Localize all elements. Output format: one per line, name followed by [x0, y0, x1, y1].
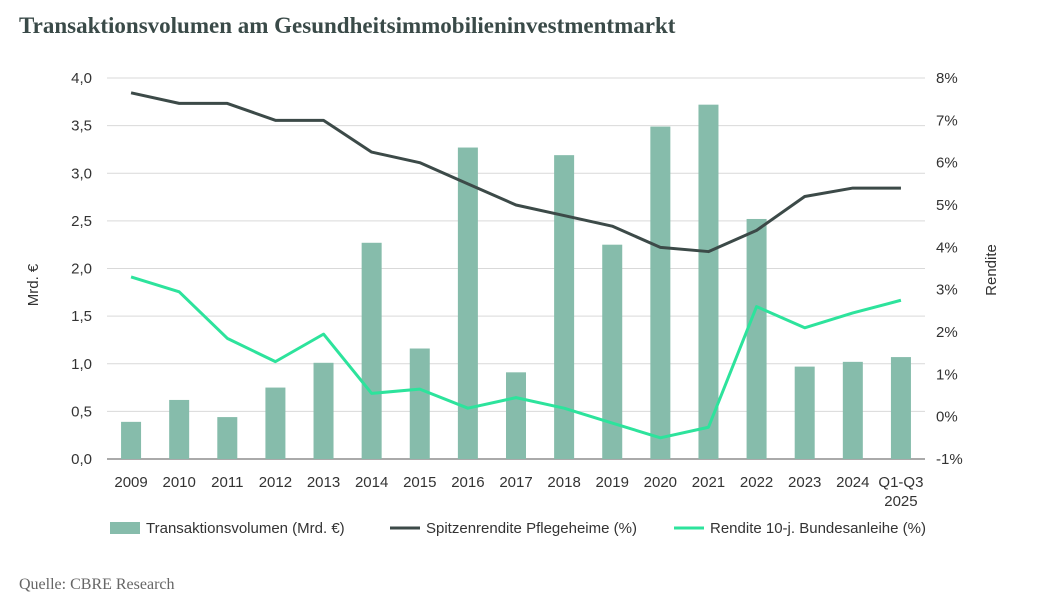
legend-label: Rendite 10-j. Bundesanleihe (%) [710, 520, 926, 537]
right-tick-label: 2% [936, 324, 958, 341]
source-note: Quelle: CBRE Research [19, 576, 175, 593]
x-tick-label: 2023 [788, 474, 821, 491]
right-tick-label: 8% [936, 70, 958, 87]
right-tick-label: 0% [936, 409, 958, 426]
left-tick-label: 1,0 [71, 356, 92, 373]
bar-series [121, 104, 911, 460]
x-tick-label: 2016 [451, 474, 484, 491]
bar [265, 387, 286, 459]
series-line [130, 91, 901, 254]
legend-swatch-bar [110, 522, 140, 534]
bar [746, 218, 767, 459]
bar [361, 242, 382, 459]
bar [554, 155, 575, 459]
x-tick-label: 2010 [162, 474, 195, 491]
right-tick-label: 6% [936, 155, 958, 172]
left-tick-label: 2,0 [71, 261, 92, 278]
x-tick-label: Q1-Q3 2025 [878, 474, 923, 510]
right-tick-label: 4% [936, 239, 958, 256]
x-tick-label: 2018 [547, 474, 580, 491]
right-tick-label: 1% [936, 366, 958, 383]
x-axis-ticks: 2009 2010 2011 2012 2013 2014 2015 2016 2017 2018… [114, 474, 923, 510]
x-tick-label: 2019 [596, 474, 629, 491]
left-tick-label: 0,0 [71, 451, 92, 468]
bar [506, 372, 526, 459]
right-tick-label: -1% [936, 451, 963, 468]
bar [457, 147, 478, 459]
legend: Transaktionsvolumen (Mrd. €) Spitzenrendi… [110, 520, 926, 537]
x-tick-label: 2013 [307, 474, 340, 491]
x-tick-label: 2017 [499, 474, 532, 491]
bar [313, 362, 334, 459]
left-tick-label: 1,5 [71, 308, 92, 325]
bar [794, 366, 815, 459]
legend-label: Transaktionsvolumen (Mrd. €) [146, 520, 345, 537]
x-tick-label: 2022 [740, 474, 773, 491]
x-tick-label: 2021 [692, 474, 725, 491]
bar [121, 421, 142, 459]
x-tick-label: 2014 [355, 474, 388, 491]
left-axis-label: Mrd. € [25, 263, 42, 306]
x-tick-label: 2009 [114, 474, 147, 491]
chart-title: Transaktionsvolumen am Gesundheitsimmobi… [19, 13, 676, 38]
right-axis-label: Rendite [983, 244, 1000, 296]
left-axis-ticks: 0,0 0,5 1,0 1,5 2,0 2,5 3,0 3,5 4,0 [71, 70, 92, 468]
x-tick-label: 2011 [211, 474, 243, 491]
line-series [130, 91, 902, 440]
legend-label: Spitzenrendite Pflegeheime (%) [426, 520, 637, 537]
right-tick-label: 7% [936, 112, 958, 129]
right-tick-label: 5% [936, 197, 958, 214]
right-axis-ticks: -1% 0% 1% 2% 3% 4% 5% 6% 7% 8% [936, 70, 963, 468]
x-tick-label: 2015 [403, 474, 436, 491]
bar [602, 244, 623, 459]
left-tick-label: 3,0 [71, 165, 92, 182]
x-tick-label: 2024 [836, 474, 869, 491]
bar [698, 104, 719, 460]
left-tick-label: 4,0 [71, 70, 92, 87]
series-line [130, 275, 902, 440]
bar [650, 126, 671, 459]
x-tick-label: 2020 [644, 474, 677, 491]
bar [169, 399, 190, 459]
left-tick-label: 2,5 [71, 213, 92, 230]
bar [217, 417, 238, 459]
bar [409, 348, 430, 459]
bar [890, 357, 911, 459]
left-tick-label: 3,5 [71, 118, 92, 135]
right-tick-label: 3% [936, 282, 958, 299]
bar [842, 361, 863, 459]
x-tick-label: 2012 [259, 474, 292, 491]
left-tick-label: 0,5 [71, 403, 92, 420]
